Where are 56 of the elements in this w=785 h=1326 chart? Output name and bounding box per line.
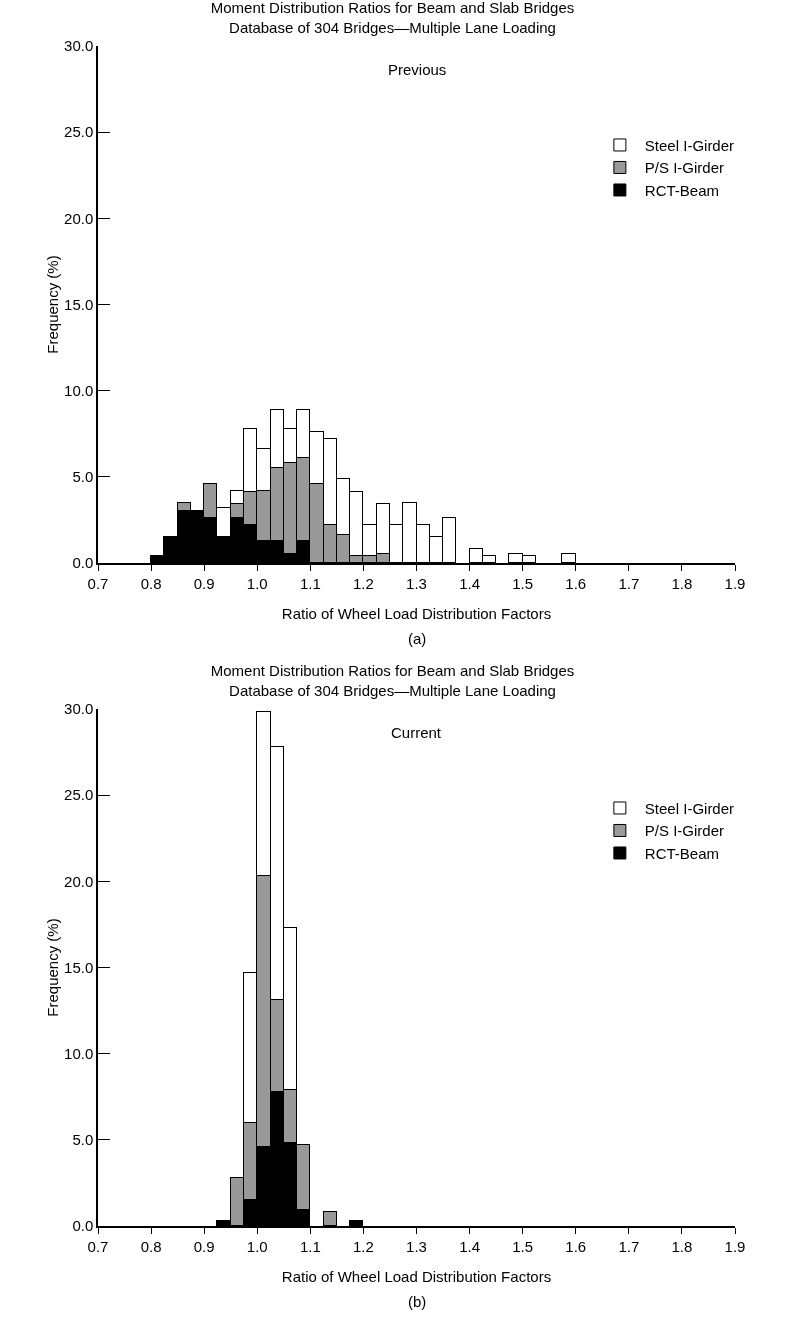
x-tick-label: 1.3 xyxy=(406,574,427,592)
text: Current xyxy=(391,724,442,741)
x-tick-label: 1.0 xyxy=(246,1237,268,1255)
x-tick-label: 0.7 xyxy=(87,574,109,592)
x-tick-label: 1.3 xyxy=(406,1237,427,1255)
y-tick-label: 25.0 xyxy=(64,123,94,141)
y-tick-label: 10.0 xyxy=(64,381,94,399)
x-tick-label: 0.9 xyxy=(193,1237,215,1255)
x-axis-title: Ratio of Wheel Load Distribution Factors xyxy=(281,1267,552,1285)
y-tick-label: 15.0 xyxy=(64,295,94,313)
legend-label: RCT-Beam xyxy=(644,181,720,199)
y-tick-label: 5.0 xyxy=(72,468,94,486)
x-axis-title: Ratio of Wheel Load Distribution Factors xyxy=(281,604,552,622)
y-tick-label: 30.0 xyxy=(64,700,94,718)
legend-label: Steel I-Girder xyxy=(644,136,735,154)
x-tick-label: 1.0 xyxy=(246,574,268,592)
x-tick-label: 1.7 xyxy=(618,1237,640,1255)
y-tick-label: 0.0 xyxy=(72,554,94,572)
y-tick-label: 10.0 xyxy=(64,1044,94,1062)
y-tick-label: 15.0 xyxy=(64,958,94,976)
chart-title: Moment Distribution Ratios for Beam and Slab Bridges Database of 304 Bridges—Multiple Lane Loading xyxy=(210,0,575,36)
legend-label: P/S I-Girder xyxy=(644,159,725,177)
y-tick-label: 20.0 xyxy=(64,872,94,890)
text: Previous xyxy=(388,61,447,78)
x-tick-label: 0.9 xyxy=(193,574,215,592)
x-tick-label: 1.5 xyxy=(512,1237,534,1255)
x-tick-label: 1.2 xyxy=(352,1237,374,1255)
y-tick-label: 20.0 xyxy=(64,209,94,227)
x-tick-label: 1.9 xyxy=(724,574,746,592)
y-axis-title: Frequency (%) xyxy=(43,255,61,354)
legend-label: Steel I-Girder xyxy=(644,799,735,817)
x-tick-label: 0.8 xyxy=(140,1237,162,1255)
x-tick-label: 1.4 xyxy=(459,1237,481,1255)
x-tick-label: 1.6 xyxy=(565,1237,587,1255)
legend-label: P/S I-Girder xyxy=(644,822,725,840)
legend-label: RCT-Beam xyxy=(644,844,720,862)
x-tick-label: 0.8 xyxy=(140,574,162,592)
y-tick-label: 30.0 xyxy=(64,37,94,55)
text: (b) xyxy=(408,1293,427,1310)
x-tick-label: 1.6 xyxy=(565,574,587,592)
text: (a) xyxy=(408,630,427,647)
x-tick-label: 1.8 xyxy=(671,1237,693,1255)
x-tick-label: 1.1 xyxy=(299,1237,321,1255)
y-tick-label: 5.0 xyxy=(72,1131,94,1149)
x-tick-label: 1.9 xyxy=(724,1237,746,1255)
y-axis-title: Frequency (%) xyxy=(43,918,61,1017)
x-tick-label: 1.8 xyxy=(671,574,693,592)
x-tick-label: 1.7 xyxy=(618,574,640,592)
x-tick-label: 1.1 xyxy=(299,574,321,592)
x-tick-label: 1.4 xyxy=(459,574,481,592)
x-tick-label: 0.7 xyxy=(87,1237,109,1255)
chart-title: Moment Distribution Ratios for Beam and Slab Bridges Database of 304 Bridges—Multiple Lane Loading xyxy=(210,662,575,699)
y-tick-label: 25.0 xyxy=(64,786,94,804)
y-tick-label: 0.0 xyxy=(72,1217,94,1235)
x-tick-label: 1.5 xyxy=(512,574,534,592)
x-tick-label: 1.2 xyxy=(352,574,374,592)
